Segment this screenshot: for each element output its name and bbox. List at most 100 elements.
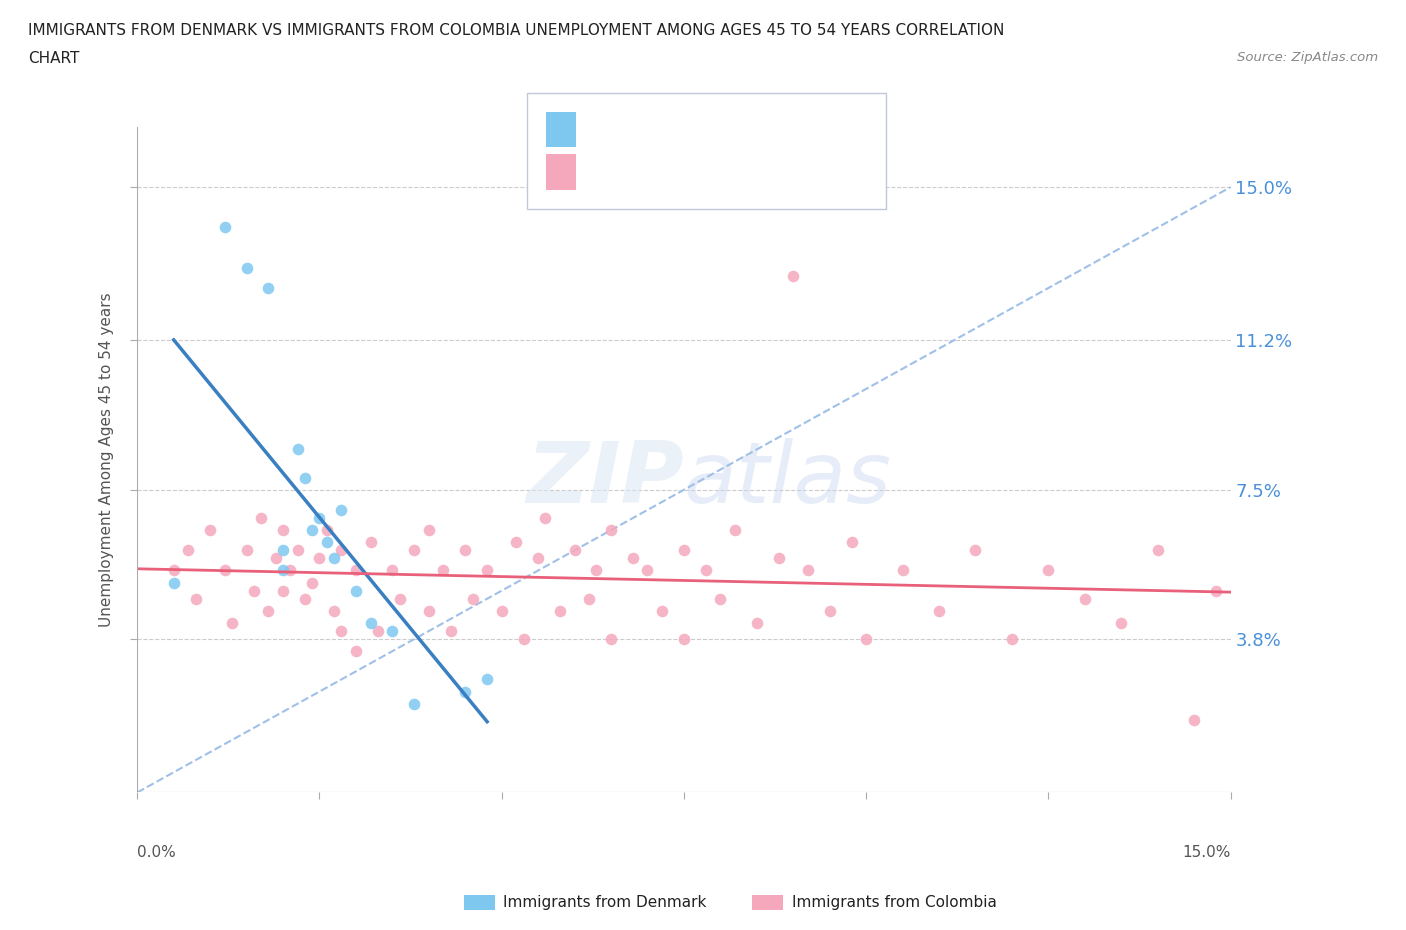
- Point: [271, 583, 294, 598]
- Text: N = 72: N = 72: [724, 162, 782, 180]
- Point: [287, 543, 309, 558]
- Point: [797, 563, 820, 578]
- Point: [221, 616, 243, 631]
- Text: Source: ZipAtlas.com: Source: ZipAtlas.com: [1237, 51, 1378, 64]
- Point: [600, 523, 623, 538]
- Point: [257, 281, 280, 296]
- Point: [724, 523, 747, 538]
- Point: [294, 591, 316, 606]
- Point: [360, 535, 382, 550]
- Point: [287, 442, 309, 457]
- Text: IMMIGRANTS FROM DENMARK VS IMMIGRANTS FROM COLOMBIA UNEMPLOYMENT AMONG AGES 45 T: IMMIGRANTS FROM DENMARK VS IMMIGRANTS FR…: [28, 23, 1004, 38]
- Point: [214, 220, 236, 235]
- Point: [308, 551, 330, 565]
- Text: Immigrants from Colombia: Immigrants from Colombia: [792, 895, 997, 910]
- Point: [672, 631, 695, 646]
- Point: [330, 502, 353, 517]
- Text: ZIP: ZIP: [526, 438, 683, 521]
- Point: [330, 543, 353, 558]
- Point: [344, 644, 367, 658]
- Point: [432, 563, 454, 578]
- Point: [381, 563, 404, 578]
- Point: [323, 551, 346, 565]
- Point: [301, 523, 323, 538]
- Text: CHART: CHART: [28, 51, 80, 66]
- Point: [928, 604, 950, 618]
- Point: [534, 511, 557, 525]
- Point: [418, 523, 440, 538]
- Point: [505, 535, 527, 550]
- Point: [965, 543, 987, 558]
- Text: 0.0%: 0.0%: [138, 844, 176, 860]
- Text: 0.175: 0.175: [640, 119, 692, 138]
- Point: [404, 697, 426, 711]
- Point: [475, 672, 498, 687]
- Point: [672, 543, 695, 558]
- Point: [271, 543, 294, 558]
- Point: [695, 563, 717, 578]
- Point: [527, 551, 550, 565]
- Point: [1146, 543, 1168, 558]
- Point: [198, 523, 221, 538]
- Point: [621, 551, 644, 565]
- Point: [235, 543, 257, 558]
- Point: [1038, 563, 1060, 578]
- Point: [308, 511, 330, 525]
- Text: atlas: atlas: [683, 438, 891, 521]
- Text: -0.230: -0.230: [640, 162, 699, 180]
- Point: [855, 631, 877, 646]
- Point: [491, 604, 513, 618]
- Point: [177, 543, 200, 558]
- Point: [367, 624, 389, 639]
- Point: [651, 604, 673, 618]
- Point: [271, 523, 294, 538]
- Point: [280, 563, 302, 578]
- Point: [440, 624, 463, 639]
- Text: R =: R =: [585, 162, 616, 180]
- Text: R =: R =: [585, 119, 616, 138]
- Point: [1001, 631, 1024, 646]
- Point: [323, 604, 346, 618]
- Point: [243, 583, 266, 598]
- Point: [1205, 583, 1227, 598]
- Point: [235, 260, 257, 275]
- Point: [163, 575, 186, 590]
- Point: [381, 624, 404, 639]
- Point: [344, 583, 367, 598]
- Point: [709, 591, 731, 606]
- Point: [344, 563, 367, 578]
- Point: [1109, 616, 1132, 631]
- Point: [388, 591, 411, 606]
- Point: [578, 591, 600, 606]
- Point: [214, 563, 236, 578]
- Text: Immigrants from Denmark: Immigrants from Denmark: [503, 895, 707, 910]
- Point: [548, 604, 571, 618]
- Point: [637, 563, 659, 578]
- Point: [818, 604, 841, 618]
- Point: [454, 543, 477, 558]
- Point: [475, 563, 498, 578]
- Point: [454, 684, 477, 699]
- Point: [271, 563, 294, 578]
- Point: [745, 616, 768, 631]
- Point: [768, 551, 790, 565]
- Text: N = 19: N = 19: [724, 119, 782, 138]
- Point: [564, 543, 586, 558]
- Point: [461, 591, 484, 606]
- Point: [163, 563, 186, 578]
- Point: [330, 624, 353, 639]
- Point: [264, 551, 287, 565]
- Point: [294, 471, 316, 485]
- Point: [891, 563, 914, 578]
- Point: [1074, 591, 1097, 606]
- Point: [782, 269, 804, 284]
- Point: [315, 535, 337, 550]
- Point: [404, 543, 426, 558]
- Point: [184, 591, 207, 606]
- Point: [301, 575, 323, 590]
- Point: [418, 604, 440, 618]
- Point: [257, 604, 280, 618]
- Point: [841, 535, 863, 550]
- Point: [512, 631, 534, 646]
- Point: [585, 563, 607, 578]
